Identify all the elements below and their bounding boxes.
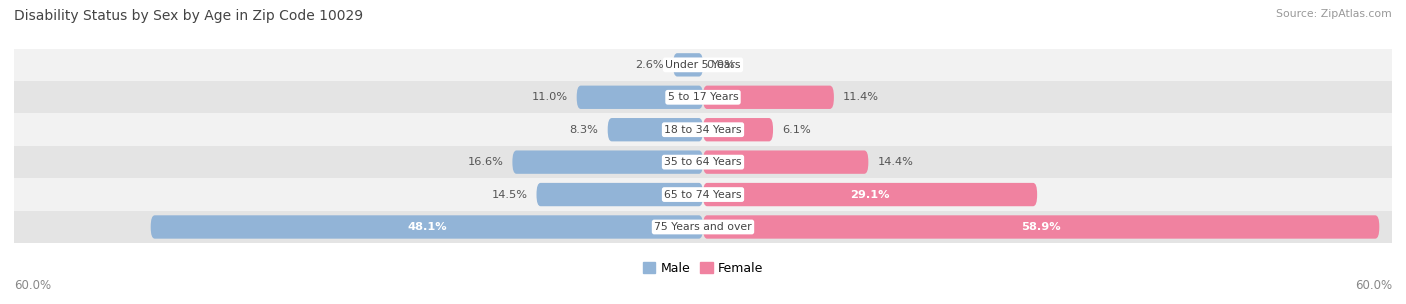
Text: 2.6%: 2.6% (636, 60, 664, 70)
Text: 29.1%: 29.1% (851, 190, 890, 199)
FancyBboxPatch shape (8, 146, 1398, 178)
FancyBboxPatch shape (537, 183, 703, 206)
FancyBboxPatch shape (8, 113, 1398, 146)
Text: 8.3%: 8.3% (569, 125, 599, 135)
FancyBboxPatch shape (512, 150, 703, 174)
FancyBboxPatch shape (673, 53, 703, 77)
Text: Disability Status by Sex by Age in Zip Code 10029: Disability Status by Sex by Age in Zip C… (14, 9, 363, 23)
Text: 11.4%: 11.4% (844, 92, 879, 102)
Text: 6.1%: 6.1% (782, 125, 811, 135)
FancyBboxPatch shape (703, 118, 773, 141)
FancyBboxPatch shape (576, 86, 703, 109)
Text: 65 to 74 Years: 65 to 74 Years (664, 190, 742, 199)
Text: 0.0%: 0.0% (706, 60, 734, 70)
Text: 16.6%: 16.6% (467, 157, 503, 167)
Text: 5 to 17 Years: 5 to 17 Years (668, 92, 738, 102)
Text: 48.1%: 48.1% (408, 222, 447, 232)
Text: Under 5 Years: Under 5 Years (665, 60, 741, 70)
FancyBboxPatch shape (150, 215, 703, 239)
FancyBboxPatch shape (8, 81, 1398, 113)
FancyBboxPatch shape (8, 211, 1398, 243)
Text: 35 to 64 Years: 35 to 64 Years (664, 157, 742, 167)
Text: 11.0%: 11.0% (531, 92, 568, 102)
FancyBboxPatch shape (703, 215, 1379, 239)
Text: 14.5%: 14.5% (491, 190, 527, 199)
FancyBboxPatch shape (607, 118, 703, 141)
Legend: Male, Female: Male, Female (638, 257, 768, 280)
FancyBboxPatch shape (703, 150, 869, 174)
FancyBboxPatch shape (8, 49, 1398, 81)
Text: 60.0%: 60.0% (1355, 279, 1392, 292)
Text: 58.9%: 58.9% (1021, 222, 1062, 232)
FancyBboxPatch shape (8, 178, 1398, 211)
FancyBboxPatch shape (703, 183, 1038, 206)
Text: 14.4%: 14.4% (877, 157, 914, 167)
Text: Source: ZipAtlas.com: Source: ZipAtlas.com (1277, 9, 1392, 19)
Text: 18 to 34 Years: 18 to 34 Years (664, 125, 742, 135)
Text: 60.0%: 60.0% (14, 279, 51, 292)
Text: 75 Years and over: 75 Years and over (654, 222, 752, 232)
FancyBboxPatch shape (703, 86, 834, 109)
